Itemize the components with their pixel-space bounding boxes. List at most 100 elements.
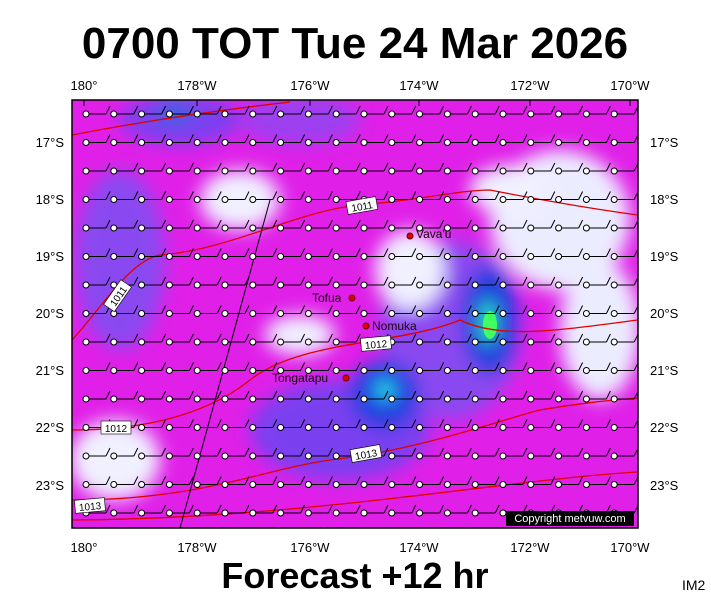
wind-barb [555, 390, 584, 403]
barb-flag [550, 333, 556, 343]
barb-station [110, 167, 118, 175]
wind-barb [555, 305, 584, 317]
barb-flag [578, 248, 584, 257]
barb-flag [494, 390, 500, 400]
barb-flag [494, 419, 500, 428]
wind-barb [582, 105, 611, 118]
wind-barb [360, 362, 389, 374]
barb-flag [188, 419, 194, 428]
barb-flag [494, 362, 500, 371]
barb-station [471, 281, 479, 289]
barb-station [499, 110, 507, 118]
barb-station [304, 395, 312, 403]
wind-barb [582, 191, 611, 203]
wind-barb [443, 390, 472, 403]
lon-label-top: 170°W [610, 78, 650, 93]
wind-barb [527, 276, 556, 289]
barb-station [138, 424, 146, 431]
barb-flag [105, 504, 111, 514]
barb-station [471, 509, 479, 517]
wind-barb [416, 162, 445, 175]
wind-barb [360, 248, 389, 260]
wind-barb [110, 504, 139, 517]
wind-barb [360, 134, 389, 146]
wind-barb [332, 419, 361, 431]
barb-flag [300, 191, 306, 200]
barb-flag [272, 162, 278, 172]
wind-barb [332, 476, 361, 488]
wind-barb [221, 134, 250, 146]
wind-barb [82, 219, 111, 232]
wind-barb [527, 305, 556, 317]
wind-barb [193, 191, 222, 203]
wind-barb [304, 447, 333, 460]
barb-station [582, 452, 590, 460]
wind-barb [138, 191, 167, 203]
wind-barb [249, 305, 278, 317]
wind-barb [249, 447, 278, 460]
wind-barb [388, 476, 417, 488]
wind-barb [304, 305, 333, 317]
barb-flag [439, 219, 445, 229]
barb-flag [494, 105, 500, 115]
place-label: Tofua [312, 291, 342, 305]
barb-station [221, 509, 229, 517]
wind-barb [193, 390, 222, 403]
barb-flag [105, 276, 111, 286]
barb-flag [494, 305, 500, 314]
wind-barb [110, 219, 139, 232]
barb-station [249, 196, 257, 203]
barb-flag [133, 476, 139, 485]
wind-barb [416, 476, 445, 488]
barb-flag [216, 105, 222, 115]
wind-barb [193, 305, 222, 317]
wind-barb [277, 476, 306, 488]
barb-flag [439, 191, 445, 200]
wind-barb [471, 390, 500, 403]
wind-barb [82, 248, 111, 260]
barb-flag [466, 162, 472, 172]
barb-station [165, 196, 173, 203]
wind-barb [110, 362, 139, 374]
barb-station [582, 338, 590, 346]
barb-flag [105, 162, 111, 172]
barb-flag [244, 248, 250, 257]
wind-barb [304, 333, 333, 346]
barb-station [221, 310, 229, 317]
barb-station [416, 253, 424, 260]
barb-flag [578, 419, 584, 428]
barb-station [221, 452, 229, 460]
wind-barb [221, 276, 250, 289]
wind-barb [499, 276, 528, 289]
wind-barb [388, 305, 417, 317]
barb-station [527, 310, 535, 317]
wind-barb [304, 390, 333, 403]
place-marker [348, 294, 356, 302]
barb-station [249, 452, 257, 460]
barb-flag [161, 134, 167, 143]
wind-barb [332, 105, 361, 118]
wind-barb [443, 362, 472, 374]
barb-flag [605, 162, 611, 172]
lon-label-bottom: 178°W [177, 540, 217, 555]
wind-barb [249, 162, 278, 175]
barb-station [165, 452, 173, 460]
wind-barb [193, 248, 222, 260]
barb-flag [188, 105, 194, 115]
barb-station [193, 452, 201, 460]
barb-station [165, 167, 173, 175]
barb-flag [105, 134, 111, 143]
barb-flag [494, 248, 500, 257]
barb-station [165, 139, 173, 146]
wind-barb [499, 162, 528, 175]
barb-flag [133, 447, 139, 457]
wind-barb [138, 333, 167, 346]
wind-barb [555, 162, 584, 175]
wind-barb [416, 276, 445, 289]
barb-station [360, 253, 368, 260]
wind-barb [221, 191, 250, 203]
wind-barb [110, 390, 139, 403]
barb-station [416, 196, 424, 203]
barb-station [249, 139, 257, 146]
isobar-label: 1013 [354, 448, 378, 463]
